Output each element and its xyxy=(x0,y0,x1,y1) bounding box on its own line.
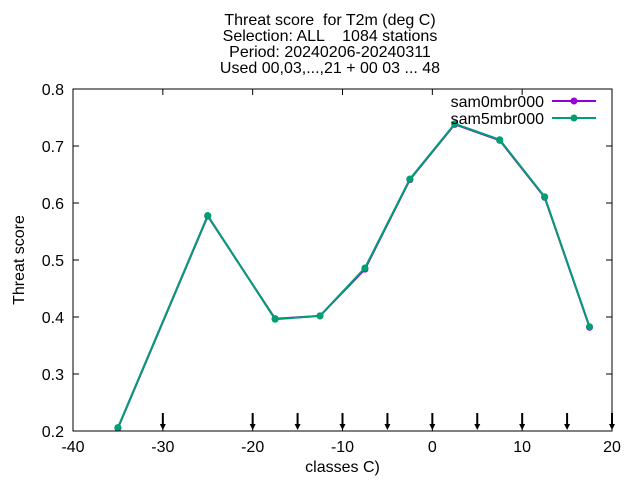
chart-title-line-1: Threat score for T2m (deg C) xyxy=(224,12,436,29)
y-tick-label: 0.6 xyxy=(42,196,64,213)
data-point xyxy=(361,264,369,272)
series-line xyxy=(116,123,591,429)
y-tick-label: 0.5 xyxy=(42,253,64,270)
legend-entry-sam5mbr000: sam5mbr000 xyxy=(451,111,596,128)
data-point xyxy=(451,120,459,128)
data-point xyxy=(271,315,279,323)
data-point xyxy=(586,323,594,331)
y-tick-label: 0.4 xyxy=(42,310,64,327)
y-tick-label: 0.2 xyxy=(42,424,64,441)
x-tick-label: 20 xyxy=(603,439,621,456)
class-marker xyxy=(384,413,391,430)
data-point xyxy=(114,424,122,432)
class-marker-arrow xyxy=(564,424,571,430)
class-marker-arrow xyxy=(474,424,481,430)
x-tick-label: -40 xyxy=(61,439,84,456)
data-point xyxy=(541,193,549,201)
data-point xyxy=(204,212,212,220)
data-point xyxy=(496,136,504,144)
series-sam5mbr000 xyxy=(114,120,594,432)
class-marker xyxy=(474,413,481,430)
y-tick-label: 0.3 xyxy=(42,367,64,384)
x-tick-label: 10 xyxy=(513,439,531,456)
legend-label: sam0mbr000 xyxy=(451,94,544,111)
data-point xyxy=(406,175,414,183)
legend-marker xyxy=(570,97,578,105)
x-tick-label: 0 xyxy=(428,439,437,456)
class-marker xyxy=(294,413,301,430)
series-layer xyxy=(114,120,594,432)
legend-label: sam5mbr000 xyxy=(451,111,544,128)
plot-frame xyxy=(72,88,613,432)
chart-title-line-2: Selection: ALL 1084 stations xyxy=(222,28,438,45)
legend-marker xyxy=(570,114,578,122)
class-marker xyxy=(564,413,571,430)
data-point xyxy=(316,312,324,320)
class-markers xyxy=(159,413,615,430)
y-tick-label: 0.8 xyxy=(42,82,64,99)
class-marker-arrow xyxy=(294,424,301,430)
y-tick-label: 0.7 xyxy=(42,139,64,156)
class-marker-arrow xyxy=(384,424,391,430)
axes: -40 -30 -20 -10 0 10 20 0.2 0.3 0.4 0.5 0.6 0.7 0.8 xyxy=(42,82,621,456)
x-tick-label: -30 xyxy=(151,439,174,456)
chart-title-line-4: Used 00,03,...,21 + 00 03 ... 48 xyxy=(219,60,441,77)
legend-entry-sam0mbr000: sam0mbr000 xyxy=(451,94,596,111)
y-axis-label: Threat score xyxy=(11,215,28,305)
x-tick-label: -10 xyxy=(331,439,354,456)
x-axis-label: classes C) xyxy=(305,459,380,476)
x-tick-label: -20 xyxy=(241,439,264,456)
chart-title-line-3: Period: 20240206-20240311 xyxy=(229,44,431,61)
series-line xyxy=(116,122,591,428)
